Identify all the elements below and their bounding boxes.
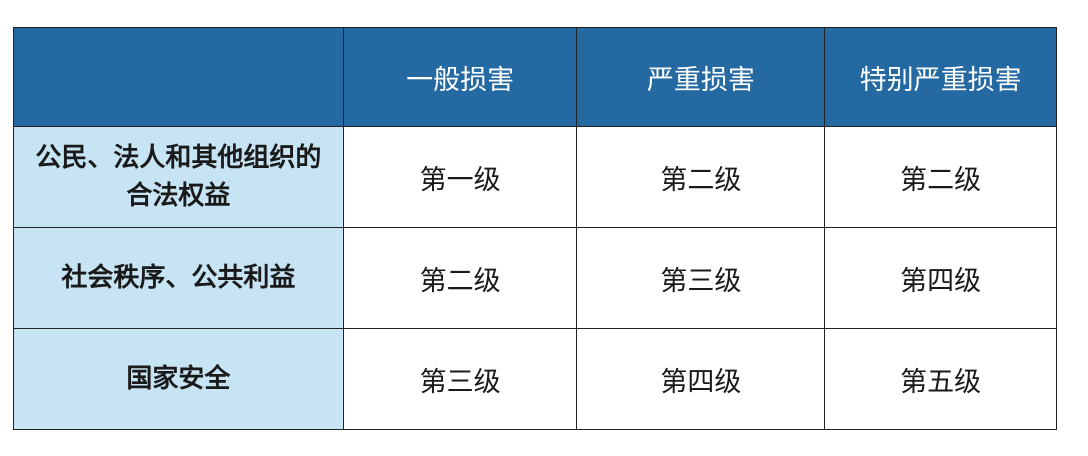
protection-level-table: 一般损害 严重损害 特别严重损害 公民、法人和其他组织的合法权益 第一级 第二级…	[13, 27, 1057, 430]
row-header: 公民、法人和其他组织的合法权益	[13, 126, 344, 228]
column-header: 严重损害	[576, 27, 826, 127]
table-row: 国家安全 第三级 第四级 第五级	[13, 328, 1057, 430]
row-header: 国家安全	[13, 328, 344, 430]
table-cell: 第三级	[576, 227, 826, 329]
table-cell: 第五级	[824, 328, 1057, 430]
row-header: 社会秩序、公共利益	[13, 227, 344, 329]
header-row: 一般损害 严重损害 特别严重损害	[13, 27, 1057, 127]
table-cell: 第四级	[576, 328, 826, 430]
table-cell: 第二级	[342, 227, 578, 329]
table-cell: 第三级	[342, 328, 578, 430]
table-cell: 第一级	[342, 126, 578, 228]
table-cell: 第二级	[824, 126, 1057, 228]
table-cell: 第二级	[576, 126, 826, 228]
table-row: 公民、法人和其他组织的合法权益 第一级 第二级 第二级	[13, 126, 1057, 228]
column-header: 一般损害	[342, 27, 578, 127]
table-cell: 第四级	[824, 227, 1057, 329]
corner-header	[13, 27, 344, 127]
column-header: 特别严重损害	[824, 27, 1057, 127]
table-row: 社会秩序、公共利益 第二级 第三级 第四级	[13, 227, 1057, 329]
